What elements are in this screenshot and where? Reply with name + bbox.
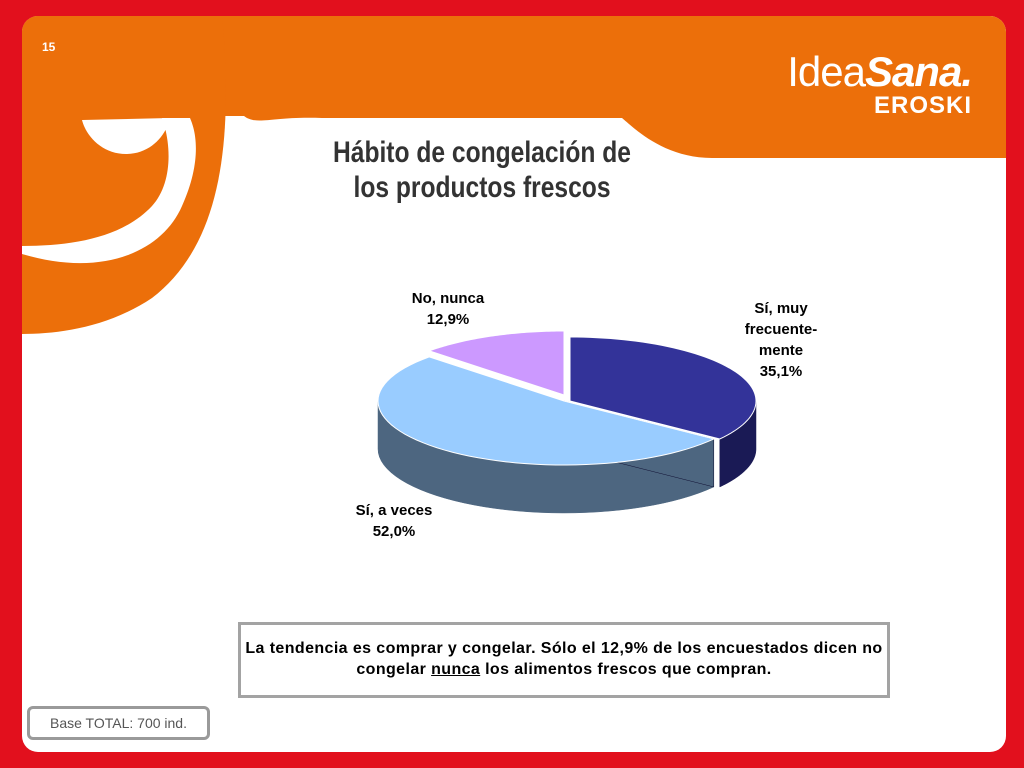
orange-header-band [22,16,1006,158]
base-total-text: Base TOTAL: 700 ind. [50,715,187,731]
conclusion-text-end: los alimentos frescos que compran. [480,661,772,678]
logo-eroski-text: EROSKI [873,92,972,119]
base-total-box: Base TOTAL: 700 ind. [27,706,210,740]
pie-label-never: No, nunca 12,9% [378,288,518,330]
pie-slice-frequent [569,336,757,440]
orange-decoration [22,16,1006,334]
pie-label-sometimes-text: Sí, a veces [355,502,433,519]
pie-slice-never [427,330,565,396]
pie-value-never: 12,9% [426,311,470,328]
slide-number: 15 [42,40,56,54]
pie-label-frequent-line-2: frecuente- [744,321,818,338]
conclusion-text: La tendencia es comprar y congelar. Sólo… [241,639,887,681]
conclusion-box: La tendencia es comprar y congelar. Sólo… [238,622,890,698]
logo-idea-text: Idea [787,48,866,95]
pie-value-frequent: 35,1% [759,363,803,380]
title-line-1: Hábito de congelación de [333,136,631,169]
white-swoosh-cutout [22,118,196,264]
pie-chart [377,330,757,514]
logo-sana-text: Sana. [864,48,973,95]
pie-label-sometimes: Sí, a veces 52,0% [324,500,464,542]
conclusion-underlined-word: nunca [431,661,481,678]
white-swoosh-dot [82,118,170,154]
title-line-2: los productos frescos [353,170,611,204]
pie-label-frequent: Sí, muy frecuente- mente 35,1% [716,298,846,382]
pie-label-frequent-line-1: Sí, muy [754,300,808,317]
pie-label-frequent-line-3: mente [758,342,804,359]
pie-label-never-text: No, nunca [411,290,485,307]
pie-slice-sometimes [377,356,716,466]
page-title: Hábito de congelación de los productos f… [302,136,663,205]
slide: 15 IdeaSana. EROSKI Hábito de congelació… [22,16,1006,752]
pie-value-sometimes: 52,0% [372,523,416,540]
ideasana-eroski-logo: IdeaSana. EROSKI [752,48,973,120]
conclusion-text-start: La tendencia es comprar y congelar. Sólo… [245,640,883,678]
